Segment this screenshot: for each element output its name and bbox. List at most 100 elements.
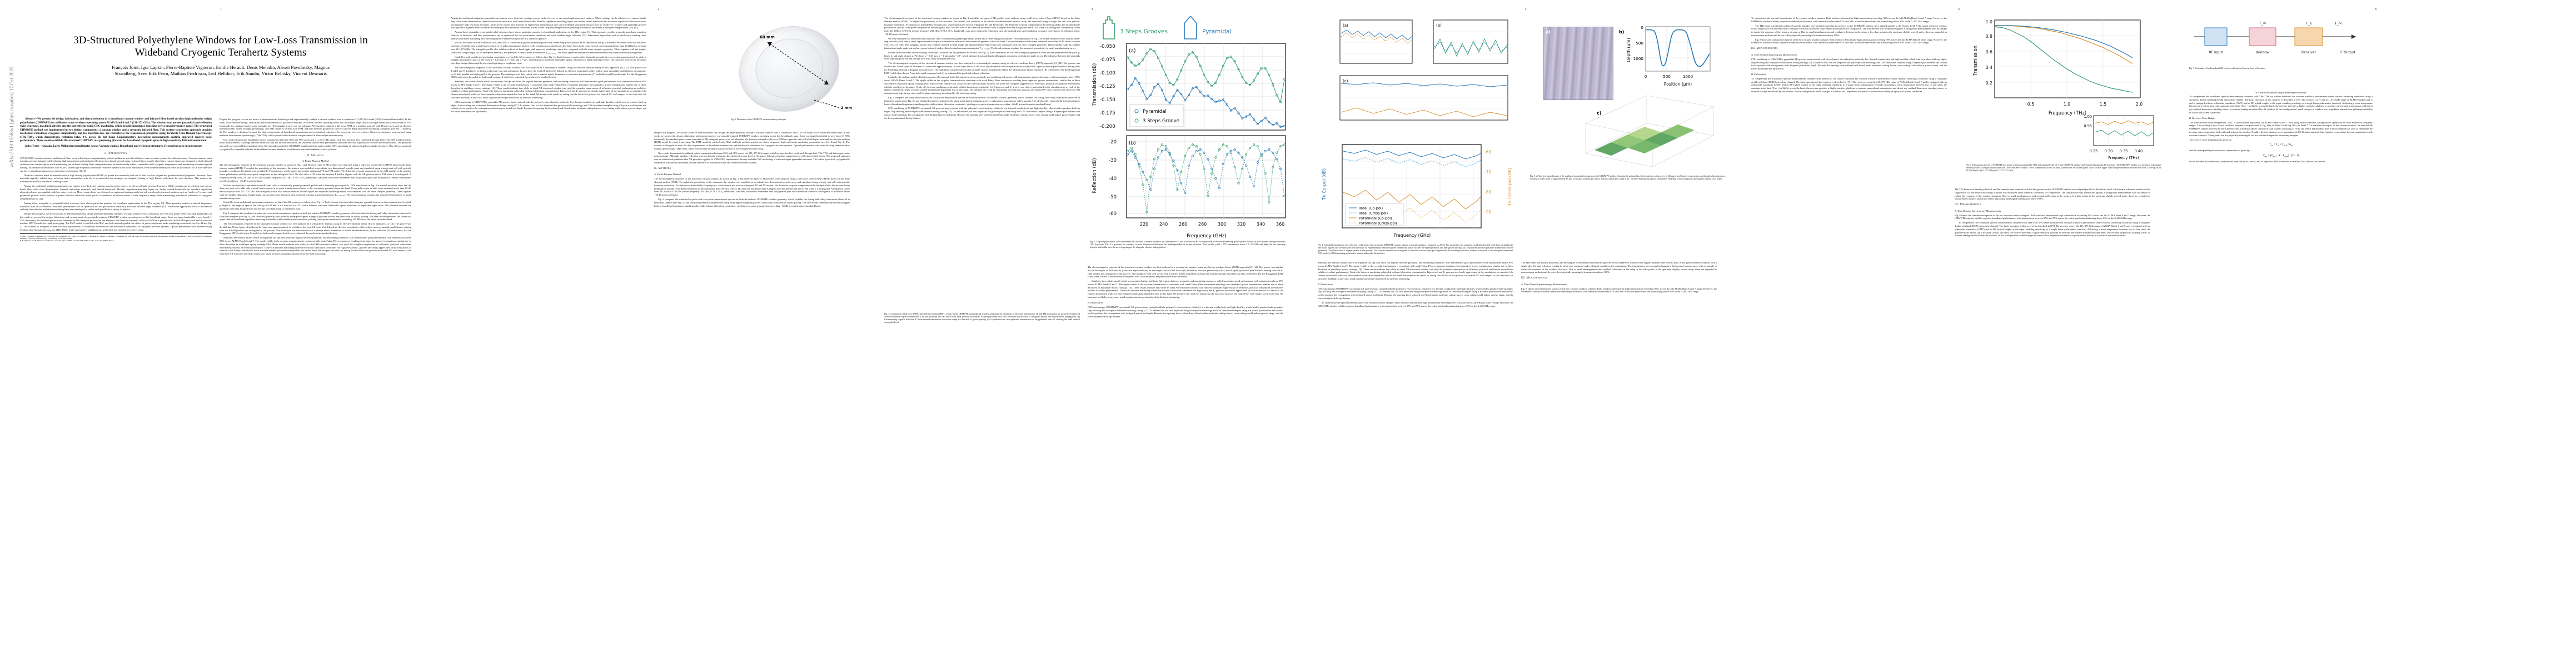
p3-left-text: The electromagnetic response of the stru… xyxy=(884,17,1080,120)
figure-3-caption: Fig. 3. Comparison of full-wave (FEM) an… xyxy=(884,313,1080,323)
subsection-tds-5: A. Time Domain Spectroscopy Measurements xyxy=(1751,53,1798,56)
fig4-legend-3: Pyramidal (Cross-pol) xyxy=(1359,221,1397,226)
fig7-label-rf: RF Input xyxy=(2209,51,2223,54)
para-12d: Similarly, the realistic model which inc… xyxy=(1088,280,1283,299)
fig2b-xtick-7: 360 xyxy=(1276,222,1284,227)
subsection-tds-5b: A. Time Domain Spectroscopy Measurements xyxy=(1955,209,2001,212)
fig6-ytick-0: 0.2 xyxy=(1986,81,1992,86)
fig7-sym-trx: T_rx xyxy=(2334,21,2342,26)
abstract-text: We present the design, fabrication, and … xyxy=(20,118,212,143)
figure-5-caption: Fig. 5. a) Top-view optical image of the… xyxy=(1530,175,1726,180)
methods-text: The electromagnetic response of the stru… xyxy=(220,163,411,256)
page5-column-left: To characterize the spectral transmissio… xyxy=(1751,17,1947,238)
subsection-fem: A. Finite-Element Method xyxy=(302,159,329,162)
page-4: 4 (a) (b) xyxy=(1309,0,1742,667)
page-title: 3D-Structured Polyethylene Windows for L… xyxy=(20,34,421,59)
figure-6-caption: Fig. 6. Transmission spectra of UHMWPE a… xyxy=(1966,164,2161,172)
section-heading-introduction: I. Introduction xyxy=(104,152,127,155)
fig2b-ytick-0: -20 xyxy=(1109,140,1117,145)
section-heading-measurements-5: III. Measurements xyxy=(1751,47,1778,51)
figure-2-panel-b: Reflection (dB) -20 -30 -40 -50 -60 xyxy=(1092,135,1286,227)
fig2b-ytick-3: -50 xyxy=(1109,195,1117,200)
index-terms-text: Atacama Large Millimeter/submillimeter A… xyxy=(42,145,202,148)
subsection-fabrication: B. Fabrication xyxy=(1088,301,1103,304)
page-number: 2 xyxy=(657,8,660,11)
index-terms-lead: Index Terms xyxy=(25,145,39,148)
fig2b-xlabel: Frequency (GHz) xyxy=(1187,233,1226,239)
fig7-sym-tw: T_w xyxy=(2259,21,2266,26)
para-13e: CNC machining of UHMWPE's pyramidal AR g… xyxy=(1751,57,1947,71)
fig2a-legend-1: 3 Steps Groove xyxy=(1143,118,1179,124)
fig4-ytick-r2: -80 xyxy=(1484,190,1492,195)
figure-2: 3 Steps Grooves Pyramidal Transmission (… xyxy=(1090,12,1290,251)
page-number: 3 xyxy=(1091,8,1093,11)
fig6-ylabel: Transmission xyxy=(1972,46,1978,76)
author-list: François Joint, Igor Lapkin, Pierre-Bapt… xyxy=(20,64,421,77)
para-16: Fig. 8 shows the transmission spectra of… xyxy=(1521,287,1717,293)
figure-4-caption: Fig. 4. Simulated transmission and refle… xyxy=(1318,244,1513,255)
figure-5-optical-image xyxy=(1543,27,1613,100)
para-12e: Similarly, the realistic model which inc… xyxy=(1318,261,1513,280)
fig6-ytick-2: 0.6 xyxy=(1986,49,1992,54)
para-9b: Guided by both models and machining cons… xyxy=(451,55,646,65)
para-9c: Guided by both models and machining cons… xyxy=(884,51,1080,61)
para-7c: The electromagnetic response of the stru… xyxy=(884,17,1080,36)
page3-column-left: The electromagnetic response of the stru… xyxy=(884,17,1080,320)
para-16b: Fig. 8 shows the transmission spectra of… xyxy=(1751,38,1947,44)
section-heading-measurements-5b: III. Measurements xyxy=(1955,203,1981,207)
footnote-affiliation: F. Joint, I. Lapkin, D. Meledin, A. Pavo… xyxy=(20,233,212,242)
para-8c: We first evaluated two anti-reflection (… xyxy=(884,37,1080,50)
fig6-xtick-3: 2.0 xyxy=(2136,102,2142,107)
fig4-legend-2: Pyramidal (Co-pol) xyxy=(1359,216,1392,221)
page1-column-left: Abstract—We present the design, fabricat… xyxy=(20,118,212,257)
fig6-ytick-4: 1.0 xyxy=(1986,19,1992,24)
section-heading-methods: II. Methods xyxy=(307,154,324,157)
fig2b-xtick-0: 220 xyxy=(1140,222,1148,227)
para-13b: CNC machining of UHMWPE's pyramidal AR g… xyxy=(884,107,1080,120)
title-line-2: Wideband Cryogenic Terahertz Systems xyxy=(134,47,307,59)
fig2a-ytick-4: -0.150 xyxy=(1100,97,1115,103)
para-7b: The electromagnetic response of the stru… xyxy=(654,177,850,197)
para-15c: The THz beam was linearly polarized, and… xyxy=(1955,188,2150,201)
fig6-inset-ytick-0: 0.95 xyxy=(2084,124,2092,128)
fig2a-ytick-3: -0.125 xyxy=(1100,84,1115,89)
fig6-inset-xtick-2: 0.35 xyxy=(2120,149,2128,153)
figure-4-plot: Tx Co-pol (dB) Tx Cross-pol (dB) -60 -70… xyxy=(1322,144,1512,238)
fig5b-ytick-1: 500 xyxy=(1636,41,1643,46)
pyramidal-icon xyxy=(1184,16,1197,39)
para-17: To complement the broadband spectral mea… xyxy=(1751,77,1947,93)
fig2a-ytick-0: -0.050 xyxy=(1100,44,1115,49)
p4-left-text: Similarly, the realistic model which inc… xyxy=(1318,261,1513,307)
fig2b-xtick-4: 300 xyxy=(1218,222,1226,227)
page-number: 4 xyxy=(1524,8,1527,11)
intro-text-right: Despite this progress, we are not aware … xyxy=(220,118,411,151)
para-3: Among the traditional mitigation approac… xyxy=(20,184,212,200)
figure-6-plot: Transmission 0.2 0.4 0.6 0.8 1.0 0.5 1.0… xyxy=(1972,19,2142,116)
para-12: Similarly, the realistic model which inc… xyxy=(220,236,411,256)
page-2: 2 60 mm 2 mm Fig. 1. Illustration of the… xyxy=(442,0,875,667)
figure-6-inset: 0.95 1.00 0.25 0.30 0.35 0.40 Frequency … xyxy=(2084,115,2154,160)
subsection-tds: A. Time Domain Spectroscopy Measurements xyxy=(1521,282,1568,286)
p2-left-text: Among the traditional mitigation approac… xyxy=(451,17,646,113)
fig2b-tag: (b) xyxy=(1129,141,1136,146)
fig6-xtick-0: 0.5 xyxy=(2027,102,2034,107)
fig2b-xtick-3: 280 xyxy=(1198,222,1207,227)
page5-column-right: The THz beam was linearly polarized, and… xyxy=(1955,17,2150,238)
page-1: 1 arXiv:2510.15568v1 [physics.optics] 17… xyxy=(0,0,442,667)
fig6-ytick-3: 0.8 xyxy=(1986,34,1992,39)
para-14b: To characterize the spectral transmissio… xyxy=(1751,17,1947,23)
fig6-inset-xtick-0: 0.25 xyxy=(2090,149,2098,153)
subsection-heterodyne: A. Characterization Using a Heterodyne R… xyxy=(2255,91,2306,94)
para-6b: Our results demonstrate broadband optica… xyxy=(654,151,850,165)
page-6: 6 RF Input Window Receiver IF Output xyxy=(2176,0,2576,667)
fig7-label-win: Window xyxy=(2256,51,2269,54)
figure-3-panels: (a) (b) (c) xyxy=(1339,19,1508,121)
fig2a-tag: (a) xyxy=(1129,48,1136,54)
fig5b-ylabel: Depth (μm) xyxy=(1626,38,1631,62)
p3-right-text: The electromagnetic response of the stru… xyxy=(1088,266,1283,318)
fig4-ytick-r3: -90 xyxy=(1484,210,1492,215)
fig2b-ylabel: Reflection (dB) xyxy=(1092,158,1098,193)
arxiv-stamp: arXiv:2510.15568v1 [physics.optics] 17 O… xyxy=(9,66,14,167)
fig6-inset-xtick-1: 0.30 xyxy=(2105,149,2113,153)
para-5: Despite this progress, we are not aware … xyxy=(20,212,212,232)
